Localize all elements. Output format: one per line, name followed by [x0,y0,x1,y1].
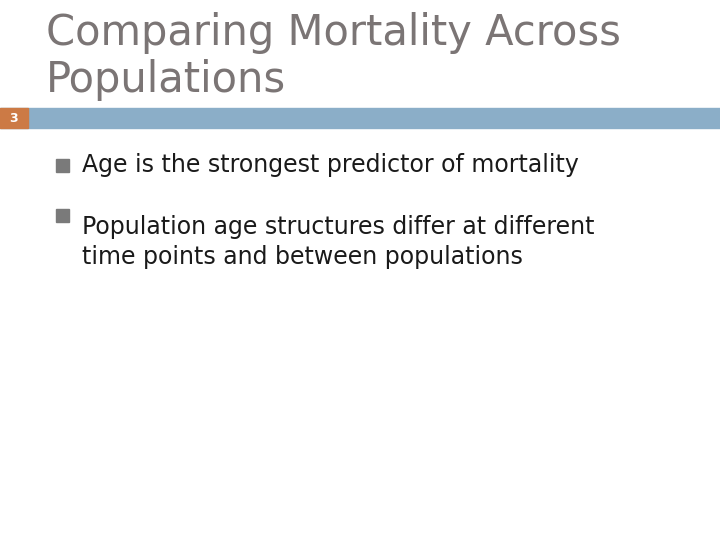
Bar [55,159,68,172]
Text: Population age structures differ at different
time points and between population: Population age structures differ at diff… [82,215,595,269]
Text: Age is the strongest predictor of mortality: Age is the strongest predictor of mortal… [82,153,579,177]
Bar [0,108,720,128]
Text: 3: 3 [9,111,18,125]
Bar [0,108,28,128]
Text: Comparing Mortality Across
Populations: Comparing Mortality Across Populations [46,12,621,101]
Bar [55,209,68,222]
